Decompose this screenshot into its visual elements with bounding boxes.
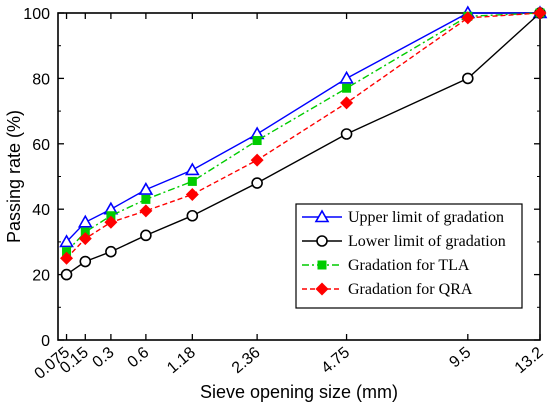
legend-item: Upper limit of gradation: [302, 209, 504, 226]
x-axis-title: Sieve opening size (mm): [200, 382, 398, 402]
diamond-marker: [78, 232, 92, 246]
square-marker: [342, 83, 352, 93]
legend-label: Lower limit of gradation: [348, 233, 506, 250]
square-marker: [187, 176, 197, 186]
legend-label: Gradation for QRA: [348, 281, 473, 298]
diamond-marker: [461, 11, 475, 25]
square-marker: [106, 211, 116, 221]
triangle-marker: [77, 214, 93, 228]
circle-marker: [340, 128, 353, 140]
circle-marker: [251, 177, 263, 189]
y-tick-label: 80: [32, 71, 50, 88]
square-marker: [80, 227, 90, 237]
y-tick-label: 40: [32, 202, 50, 219]
triangle-marker: [314, 209, 330, 223]
circle-marker: [140, 229, 152, 242]
circle-marker: [60, 268, 73, 281]
triangle-marker: [339, 70, 354, 84]
legend-item: Gradation for QRA: [302, 281, 473, 298]
square-marker: [141, 194, 151, 204]
diamond-marker: [104, 215, 118, 229]
triangle-marker: [184, 162, 200, 176]
diamond-marker: [60, 251, 74, 265]
circle-marker: [316, 235, 328, 247]
circle-marker: [462, 72, 474, 85]
legend-label: Gradation for TLA: [348, 257, 470, 274]
circle-marker: [79, 255, 92, 268]
square-marker: [62, 247, 72, 257]
square-marker: [317, 260, 327, 270]
y-tick-label: 20: [32, 268, 50, 285]
triangle-marker: [138, 181, 154, 195]
diamond-marker: [533, 6, 547, 20]
y-tick-label: 0: [41, 333, 50, 350]
diamond-marker: [185, 187, 199, 201]
diamond-marker: [250, 153, 264, 167]
square-marker: [252, 136, 262, 146]
y-tick-label: 60: [32, 137, 50, 154]
legend: Upper limit of gradation Lower limit of g…: [295, 203, 523, 309]
y-axis-ticks: 0 20 40 60 80 100: [23, 6, 540, 350]
diamond-marker: [139, 204, 153, 218]
legend-item: Lower limit of gradation: [302, 233, 506, 250]
series-layer: [59, 5, 548, 281]
y-tick-label: 100: [23, 6, 50, 23]
circle-marker: [105, 245, 117, 258]
legend-label: Upper limit of gradation: [348, 209, 504, 226]
series-4: [60, 6, 547, 265]
legend-box: [295, 203, 523, 309]
diamond-marker: [340, 96, 354, 110]
diamond-marker: [315, 282, 329, 296]
circle-marker: [186, 209, 199, 222]
legend-item: Gradation for TLA: [302, 257, 470, 274]
y-axis-title: Passing rate (%): [4, 110, 24, 243]
triangle-marker: [59, 234, 74, 248]
